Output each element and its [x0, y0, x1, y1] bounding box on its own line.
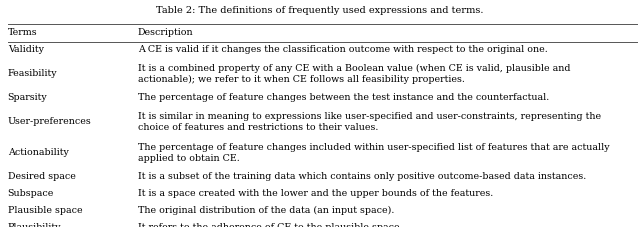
Text: It is a combined property of any CE with a Boolean value (when CE is valid, plau: It is a combined property of any CE with…: [138, 64, 570, 84]
Text: Sparsity: Sparsity: [8, 93, 47, 102]
Text: The percentage of feature changes included within user-specified list of feature: The percentage of feature changes includ…: [138, 143, 609, 163]
Text: It is a subset of the training data which contains only positive outcome-based d: It is a subset of the training data whic…: [138, 172, 586, 181]
Text: Actionability: Actionability: [8, 148, 68, 157]
Text: Feasibility: Feasibility: [8, 69, 58, 78]
Text: Description: Description: [138, 28, 193, 37]
Text: Validity: Validity: [8, 45, 44, 54]
Text: Plausible space: Plausible space: [8, 206, 83, 215]
Text: Table 2: The definitions of frequently used expressions and terms.: Table 2: The definitions of frequently u…: [156, 6, 484, 15]
Text: Subspace: Subspace: [8, 189, 54, 198]
Text: Plausibility: Plausibility: [8, 223, 61, 227]
Text: Terms: Terms: [8, 28, 37, 37]
Text: It is a space created with the lower and the upper bounds of the features.: It is a space created with the lower and…: [138, 189, 493, 198]
Text: A CE is valid if it changes the classification outcome with respect to the origi: A CE is valid if it changes the classifi…: [138, 45, 547, 54]
Text: The original distribution of the data (an input space).: The original distribution of the data (a…: [138, 206, 394, 215]
Text: Desired space: Desired space: [8, 172, 76, 181]
Text: It refers to the adherence of CE to the plausible space.: It refers to the adherence of CE to the …: [138, 223, 402, 227]
Text: It is similar in meaning to expressions like user-specified and user-constraints: It is similar in meaning to expressions …: [138, 112, 601, 132]
Text: The percentage of feature changes between the test instance and the counterfactu: The percentage of feature changes betwee…: [138, 93, 549, 102]
Text: User-preferences: User-preferences: [8, 117, 92, 126]
